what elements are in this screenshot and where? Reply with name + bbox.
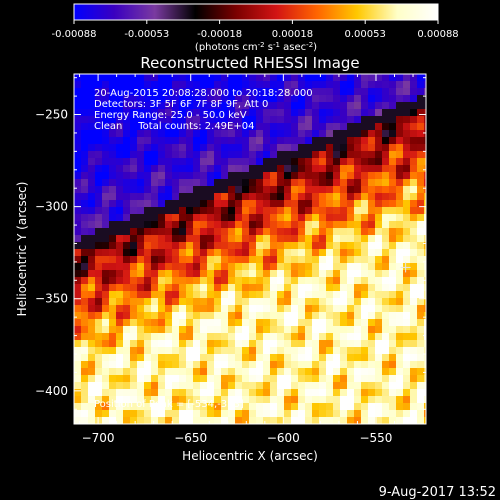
colorbar <box>74 4 438 20</box>
annotation-block: 20-Aug-2015 20:08:28.000 to 20:18:28.000… <box>94 88 313 132</box>
x-tick-label: −650 <box>174 431 207 445</box>
annotation-clean-counts: Clean Total counts: 2.49E+04 <box>94 121 254 132</box>
colorbar-frame <box>73 3 439 21</box>
y-tick-label: −300 <box>35 200 68 214</box>
y-tick-label: −350 <box>35 292 68 306</box>
x-tick-label: −700 <box>82 431 115 445</box>
plot-image <box>74 74 426 424</box>
x-tick-label: −600 <box>267 431 300 445</box>
peak-position-label: Position of Peak = [-534,-333] <box>94 399 244 410</box>
chart-title: Reconstructed RHESSI Image <box>140 54 359 72</box>
y-tick-label: −400 <box>35 384 68 398</box>
colorbar-tick-label: 0.00053 <box>345 29 386 40</box>
axis-ticks <box>74 74 426 424</box>
footer-timestamp: 9-Aug-2017 13:52 <box>379 485 496 500</box>
colorbar-tick-label: -0.00088 <box>52 29 97 40</box>
y-axis-label: Heliocentric Y (arcsec) <box>15 182 29 317</box>
annotation-energy-range: Energy Range: 25.0 - 50.0 keV <box>94 110 247 121</box>
peak-marker <box>400 262 411 273</box>
x-axis-label: Heliocentric X (arcsec) <box>182 449 318 463</box>
colorbar-tick-label: 0.00088 <box>417 29 458 40</box>
y-tick-labels: −250 −300 −350 −400 <box>35 108 68 398</box>
annotation-detectors: Detectors: 3F 5F 6F 7F 8F 9F, Att 0 <box>94 99 268 110</box>
plot-frame <box>73 73 427 425</box>
x-tick-label: −550 <box>359 431 392 445</box>
colorbar-tick-label: 0.00018 <box>272 29 313 40</box>
y-tick-label: −250 <box>35 108 68 122</box>
colorbar-tick-label: -0.00018 <box>197 29 242 40</box>
x-tick-labels: −700 −650 −600 −550 <box>82 431 393 445</box>
colorbar-tick-labels: -0.00088 -0.00053 -0.00018 0.00018 0.00053 0.… <box>52 29 459 40</box>
colorbar-ticks <box>73 20 439 24</box>
colorbar-tick-label: -0.00053 <box>124 29 169 40</box>
heatmap-cells <box>74 74 426 424</box>
annotation-time-range: 20-Aug-2015 20:08:28.000 to 20:18:28.000 <box>94 88 313 99</box>
colorbar-unit-label: (photons cm-2 s-1 asec-2) <box>195 41 317 53</box>
